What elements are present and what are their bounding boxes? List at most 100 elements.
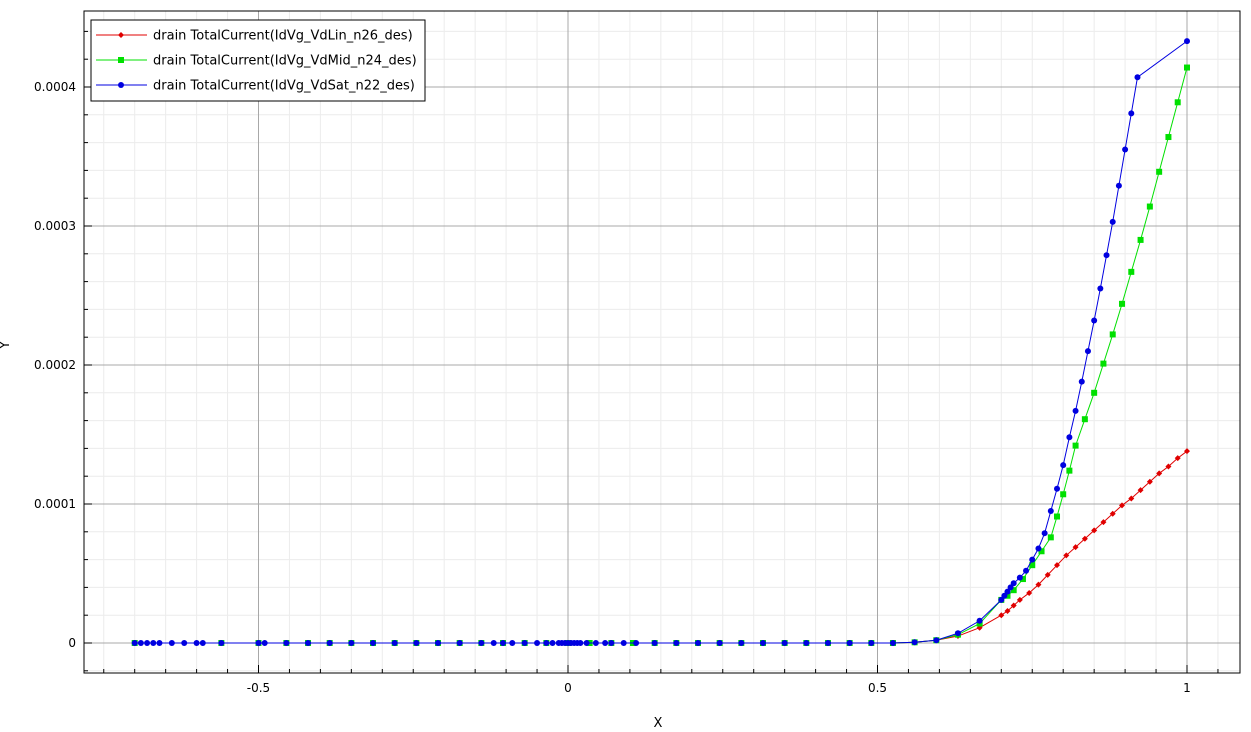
data-point-square	[1047, 534, 1054, 541]
plot-frame	[83, 10, 1241, 674]
data-point-diamond	[1026, 589, 1033, 596]
legend-label: drain TotalCurrent(IdVg_VdMid_n24_des)	[153, 54, 417, 69]
data-point-square	[1174, 99, 1181, 106]
data-point-circle	[1029, 556, 1036, 563]
data-point-square	[118, 57, 124, 63]
legend-label: drain TotalCurrent(IdVg_VdSat_n22_des)	[153, 79, 415, 94]
data-point-diamond	[1109, 510, 1116, 517]
data-point-square	[1137, 236, 1144, 243]
y-tick-label: 0.0001	[34, 497, 76, 511]
data-point-circle	[1097, 285, 1104, 292]
data-point-circle	[1010, 580, 1017, 587]
data-point-diamond	[1156, 470, 1163, 477]
data-point-square	[1004, 592, 1011, 599]
legend-entry: drain TotalCurrent(IdVg_VdLin_n26_des)	[96, 29, 413, 44]
ticks-layer	[84, 30, 1219, 673]
data-point-diamond	[118, 32, 124, 38]
data-point-diamond	[1063, 552, 1070, 559]
data-point-circle	[933, 637, 940, 644]
data-point-diamond	[1035, 581, 1042, 588]
data-point-square	[1184, 64, 1190, 71]
plot-background	[84, 11, 1240, 673]
x-axis-title: X	[654, 716, 663, 731]
y-axis-title: Y	[0, 341, 13, 350]
data-point-circle	[608, 640, 615, 646]
data-point-circle	[592, 640, 599, 646]
data-point-diamond	[1174, 455, 1181, 462]
data-point-circle	[131, 640, 138, 646]
data-point-circle	[255, 640, 262, 646]
series-layer	[131, 38, 1190, 646]
y-tick-label: 0.0003	[34, 219, 76, 233]
data-point-circle	[137, 640, 144, 646]
data-point-circle	[413, 640, 420, 646]
data-point-square	[1029, 562, 1036, 569]
data-point-circle	[911, 639, 918, 646]
data-point-diamond	[1100, 519, 1107, 526]
data-point-circle	[168, 640, 175, 646]
data-point-circle	[326, 640, 333, 646]
x-tick-label: 0	[564, 681, 572, 695]
data-point-circle	[1023, 567, 1030, 574]
legend-label: drain TotalCurrent(IdVg_VdLin_n26_des)	[153, 29, 413, 44]
data-point-circle	[1078, 378, 1085, 385]
data-point-square	[1019, 576, 1026, 583]
data-point-circle	[824, 640, 831, 646]
data-point-diamond	[1072, 544, 1079, 551]
data-point-circle	[673, 640, 680, 646]
data-point-square	[1156, 168, 1163, 175]
data-point-circle	[976, 617, 983, 624]
data-point-circle	[1122, 146, 1129, 153]
data-point-square	[1119, 300, 1126, 307]
data-point-circle	[1035, 545, 1042, 552]
data-point-circle	[193, 640, 200, 646]
data-point-diamond	[1137, 487, 1144, 494]
data-point-circle	[954, 630, 961, 637]
data-point-circle	[633, 640, 640, 646]
data-point-circle	[602, 640, 609, 646]
data-point-circle	[716, 640, 723, 646]
data-point-diamond	[1165, 463, 1172, 470]
data-point-diamond	[1146, 478, 1153, 485]
legend: drain TotalCurrent(IdVg_VdLin_n26_des)dr…	[90, 19, 426, 102]
data-point-circle	[305, 640, 312, 646]
data-point-circle	[1184, 38, 1190, 45]
data-point-circle	[651, 640, 658, 646]
data-point-circle	[261, 640, 268, 646]
data-point-circle	[156, 640, 163, 646]
data-point-diamond	[1184, 448, 1190, 455]
tick-labels: -0.5 0 0.5 1 0 0.0001 0.0002 0.0003 0.0004	[34, 80, 1191, 695]
data-point-circle	[218, 640, 225, 646]
data-point-circle	[283, 640, 290, 646]
data-point-square	[1128, 268, 1135, 275]
data-point-square	[1165, 134, 1172, 141]
data-point-circle	[181, 640, 188, 646]
data-point-circle	[803, 640, 810, 646]
data-point-circle	[1134, 74, 1141, 81]
data-point-square	[1054, 513, 1061, 520]
data-point-circle	[1103, 252, 1110, 259]
data-point-circle	[1054, 485, 1061, 492]
data-point-circle	[1109, 218, 1116, 225]
data-point-square	[1010, 587, 1017, 594]
data-point-circle	[549, 640, 556, 646]
data-point-circle	[577, 640, 584, 646]
x-tick-label: -0.5	[247, 681, 270, 695]
data-point-diamond	[1010, 602, 1017, 609]
data-point-circle	[118, 82, 124, 88]
data-point-circle	[490, 640, 497, 646]
data-point-square	[1109, 331, 1116, 338]
data-point-diamond	[1054, 562, 1061, 569]
data-point-square	[1038, 548, 1045, 555]
data-point-diamond	[1128, 495, 1135, 502]
data-point-circle	[1016, 574, 1023, 581]
x-tick-label: 0.5	[868, 681, 887, 695]
data-point-circle	[781, 640, 788, 646]
data-point-circle	[1007, 584, 1014, 591]
data-point-circle	[1047, 507, 1054, 514]
data-point-circle	[1084, 348, 1091, 355]
series-circle	[131, 38, 1190, 646]
data-point-circle	[199, 640, 206, 646]
data-point-square	[1100, 360, 1107, 367]
